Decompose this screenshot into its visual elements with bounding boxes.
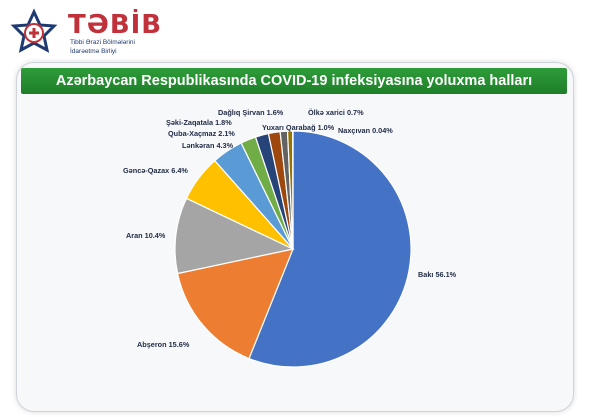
brand-subtitle-line2: İdarəetmə Birliyi <box>70 48 117 55</box>
pie-label: Naxçıvan 0.04% <box>338 126 393 135</box>
pie-labels: Bakı 56.1% Abşeron 15.6% Aran 10.4% Gəncə-Q… <box>123 108 457 349</box>
chart-title: Azərbaycan Respublikasında COVID-19 infe… <box>55 73 533 89</box>
pie-slice-bak- <box>248 130 412 368</box>
pie-label: Lənkəran 4.3% <box>182 141 234 150</box>
pie-label: Ölkə xarici 0.7% <box>308 108 364 117</box>
pie-label: Aran 10.4% <box>126 231 166 240</box>
pie-label: Bakı 56.1% <box>418 270 457 279</box>
pie-label: Abşeron 15.6% <box>137 340 190 349</box>
tabib-logo: TƏBİB Tibbi Ərazi Bölmələrini İdarəetmə … <box>8 8 161 58</box>
pie-label: Dağlıq Şirvan 1.6% <box>218 108 284 117</box>
medical-emblem-icon <box>10 8 58 53</box>
pie-slice-aran <box>174 197 295 275</box>
pie-label: Şəki-Zaqatala 1.8% <box>166 118 232 127</box>
brand-name: TƏBİB <box>68 10 163 40</box>
pie-slices <box>174 130 412 368</box>
chart-title-bar: Azərbaycan Respublikasında COVID-19 infe… <box>21 68 567 94</box>
pie-label: Quba-Xaçmaz 2.1% <box>168 129 235 138</box>
pie-slice-ab-eron <box>176 248 294 360</box>
pie-label: Yuxarı Qarabağ 1.0% <box>262 123 335 132</box>
pie-label: Gəncə-Qazax 6.4% <box>123 166 188 175</box>
brand-subtitle-line1: Tibbi Ərazi Bölmələrini <box>70 39 135 46</box>
